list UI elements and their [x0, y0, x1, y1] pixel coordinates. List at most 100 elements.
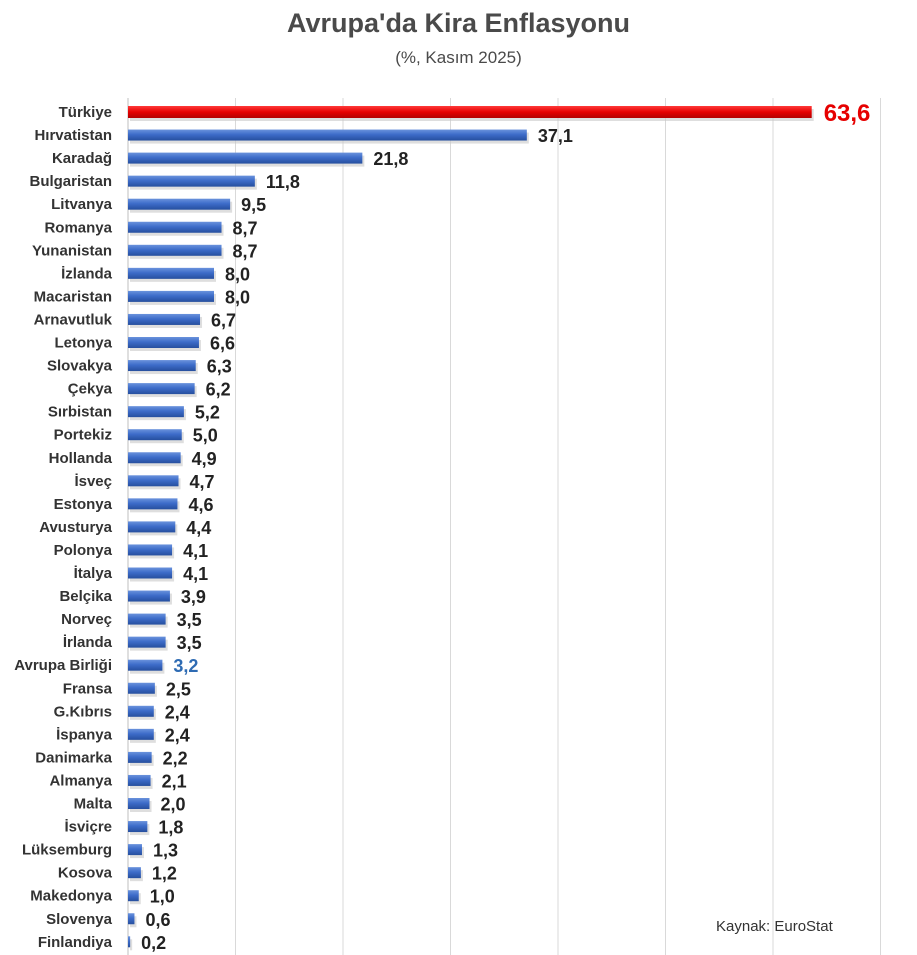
- value-label: 4,9: [192, 449, 217, 469]
- bar: [128, 682, 155, 694]
- value-label: 21,8: [373, 149, 408, 169]
- bar: [128, 567, 173, 579]
- category-label: Bulgaristan: [29, 173, 112, 190]
- category-label: Avrupa Birliği: [14, 657, 112, 674]
- bar: [128, 636, 166, 648]
- value-label: 1,3: [153, 841, 178, 861]
- category-label: Arnavutluk: [34, 311, 113, 328]
- bar: [128, 751, 152, 763]
- value-label: 63,6: [824, 100, 871, 127]
- category-label: İtalya: [74, 565, 113, 582]
- source-note: Kaynak: EuroStat: [716, 918, 833, 935]
- value-label: 3,9: [181, 587, 206, 607]
- category-label: Portekiz: [54, 427, 112, 444]
- bar: [128, 383, 195, 395]
- category-label: İspanya: [56, 726, 113, 743]
- value-label: 9,5: [241, 195, 266, 215]
- value-label: 5,0: [193, 426, 218, 446]
- value-label: 4,1: [183, 564, 208, 584]
- category-label: Yunanistan: [32, 242, 112, 259]
- category-label: Norveç: [61, 611, 112, 628]
- bar: [128, 544, 173, 556]
- category-label: Lüksemburg: [22, 842, 112, 859]
- chart-subtitle: (%, Kasım 2025): [395, 48, 522, 67]
- category-label: Slovenya: [46, 911, 113, 928]
- category-label: Finlandiya: [38, 934, 113, 951]
- value-label: 4,1: [183, 541, 208, 561]
- bar: [128, 521, 176, 533]
- category-label: Kosova: [58, 865, 113, 882]
- category-label: İzlanda: [61, 265, 113, 282]
- value-label: 8,0: [225, 264, 250, 284]
- category-label: Danimarka: [35, 749, 112, 766]
- bar: [128, 429, 182, 441]
- category-label: Karadağ: [52, 150, 112, 167]
- bar-highlight: [128, 106, 812, 118]
- chart-title: Avrupa'da Kira Enflasyonu: [287, 8, 630, 38]
- category-label: G.Kıbrıs: [54, 703, 112, 720]
- value-label: 4,7: [190, 472, 215, 492]
- category-label: İsviçre: [64, 819, 112, 836]
- bar: [128, 221, 222, 233]
- value-label: 5,2: [195, 403, 220, 423]
- value-label: 6,6: [210, 334, 235, 354]
- bar: [128, 844, 142, 856]
- category-label: Sırbistan: [48, 404, 112, 421]
- bar-shadow: [130, 939, 133, 951]
- value-label: 0,2: [141, 933, 166, 953]
- value-label: 11,8: [266, 172, 300, 192]
- category-label: Hollanda: [49, 450, 113, 467]
- category-label: Makedonya: [30, 888, 112, 905]
- category-label: Polonya: [54, 542, 113, 559]
- bar: [128, 498, 178, 510]
- bar: [128, 198, 231, 210]
- bar: [128, 774, 151, 786]
- bar: [128, 913, 135, 925]
- bar: [128, 659, 163, 671]
- value-label: 2,4: [165, 725, 190, 745]
- bar: [128, 360, 196, 372]
- category-label: Estonya: [54, 496, 113, 513]
- bar: [128, 867, 141, 879]
- value-label: 1,2: [152, 864, 177, 884]
- bar: [128, 613, 166, 625]
- category-label: Romanya: [44, 219, 112, 236]
- value-label: 2,1: [162, 771, 187, 791]
- value-label: 8,0: [225, 287, 250, 307]
- bar: [128, 152, 363, 164]
- category-label: Belçika: [59, 588, 112, 605]
- value-label: 2,0: [161, 795, 186, 815]
- value-label: 37,1: [538, 126, 573, 146]
- value-label: 0,6: [145, 910, 170, 930]
- bar: [128, 821, 148, 833]
- bar: [128, 337, 199, 348]
- bar: [128, 406, 184, 418]
- category-label: Litvanya: [51, 196, 113, 213]
- value-label: 3,5: [177, 633, 202, 653]
- value-label: 3,5: [177, 610, 202, 630]
- value-label: 1,8: [158, 818, 183, 838]
- value-label: 1,0: [150, 887, 175, 907]
- bar: [128, 936, 131, 948]
- value-label: 3,2: [173, 656, 198, 676]
- category-label: Fransa: [63, 680, 113, 697]
- bar: [128, 475, 179, 487]
- value-label: 2,5: [166, 679, 191, 699]
- category-label: Çekya: [68, 381, 113, 398]
- bar: [128, 798, 150, 809]
- value-label: 2,2: [163, 748, 188, 768]
- bar: [128, 705, 154, 717]
- bar: [128, 244, 222, 256]
- bar: [128, 267, 214, 279]
- bar: [128, 313, 201, 325]
- value-label: 2,4: [165, 702, 190, 722]
- category-label: İrlanda: [63, 634, 113, 651]
- category-label: Avusturya: [39, 519, 112, 536]
- bar: [128, 728, 154, 740]
- category-label: İsveç: [74, 473, 112, 490]
- bar: [128, 452, 181, 464]
- value-label: 6,7: [211, 310, 236, 330]
- value-label: 8,7: [233, 241, 258, 261]
